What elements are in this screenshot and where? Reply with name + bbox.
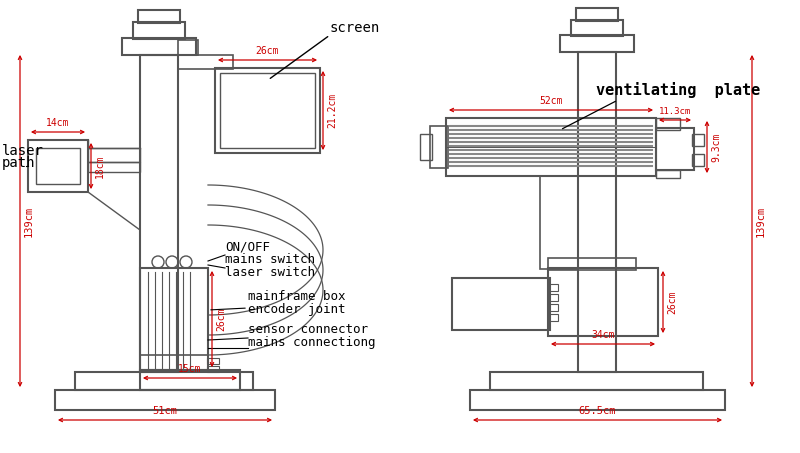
Bar: [576, 8, 618, 21]
Text: mains switch: mains switch: [225, 253, 315, 266]
Bar: [548, 284, 558, 291]
Text: path: path: [2, 156, 35, 170]
Bar: [133, 22, 185, 39]
Bar: [540, 176, 578, 269]
Bar: [215, 68, 320, 153]
Bar: [178, 40, 198, 55]
Bar: [656, 118, 680, 130]
Bar: [548, 258, 636, 270]
Text: 26cm: 26cm: [216, 307, 226, 331]
Bar: [138, 10, 180, 23]
Text: 15cm: 15cm: [178, 364, 202, 374]
Bar: [692, 134, 704, 146]
Bar: [430, 126, 448, 168]
Text: 21.2cm: 21.2cm: [327, 93, 337, 128]
Bar: [420, 134, 432, 160]
Bar: [140, 370, 240, 390]
Bar: [692, 154, 704, 166]
Text: 26cm: 26cm: [667, 290, 677, 314]
Bar: [446, 118, 656, 176]
Bar: [656, 128, 694, 170]
Text: laser: laser: [2, 144, 44, 158]
Bar: [220, 73, 315, 148]
Text: 9.3cm: 9.3cm: [711, 132, 721, 162]
Bar: [36, 148, 80, 184]
Text: 51cm: 51cm: [153, 406, 178, 416]
Bar: [88, 148, 140, 162]
Bar: [140, 55, 178, 372]
Text: 139cm: 139cm: [24, 205, 34, 236]
Bar: [140, 355, 208, 370]
Bar: [75, 372, 253, 390]
Bar: [470, 390, 725, 410]
Bar: [140, 268, 208, 370]
Bar: [207, 366, 219, 372]
Bar: [548, 314, 558, 321]
Bar: [490, 372, 703, 390]
Text: 65.5cm: 65.5cm: [578, 406, 616, 416]
Text: ON/OFF: ON/OFF: [225, 240, 270, 253]
Text: screen: screen: [330, 21, 380, 35]
Bar: [207, 358, 219, 364]
Bar: [548, 294, 558, 301]
Bar: [452, 278, 550, 330]
Bar: [28, 140, 88, 192]
Text: laser switch: laser switch: [225, 266, 315, 279]
Text: ventilating  plate: ventilating plate: [596, 82, 760, 98]
Text: mains connectiong: mains connectiong: [248, 336, 375, 349]
Text: 52cm: 52cm: [539, 96, 562, 106]
Text: 26cm: 26cm: [256, 46, 279, 56]
Bar: [571, 20, 623, 36]
Bar: [548, 268, 658, 336]
Bar: [560, 35, 634, 52]
Bar: [178, 55, 233, 69]
Text: 11.3cm: 11.3cm: [659, 107, 691, 116]
Text: encoder joint: encoder joint: [248, 303, 346, 316]
Text: 14cm: 14cm: [46, 118, 70, 128]
Text: 18cm: 18cm: [95, 154, 105, 178]
Text: mainframe box: mainframe box: [248, 290, 346, 303]
Text: 34cm: 34cm: [591, 330, 614, 340]
Bar: [122, 38, 196, 55]
Text: sensor connector: sensor connector: [248, 323, 368, 336]
Text: 139cm: 139cm: [756, 205, 766, 236]
Bar: [548, 304, 558, 311]
Bar: [578, 52, 616, 372]
Bar: [88, 162, 140, 172]
Bar: [656, 170, 680, 178]
Bar: [55, 390, 275, 410]
